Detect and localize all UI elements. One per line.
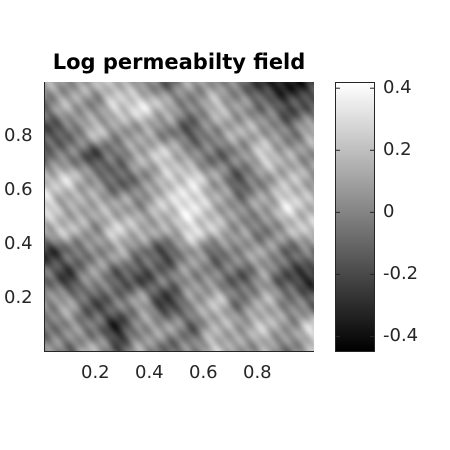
chart-title: Log permeabilty field [52,50,306,74]
colorbar-tick-label: 0.2 [383,139,412,161]
y-tick-label: 0.6 [4,179,33,200]
x-tick-label: 0.4 [135,362,164,383]
heatmap-plot-area [44,82,314,352]
y-tick-label: 0.4 [4,233,33,254]
colorbar-tick-label: -0.4 [383,325,419,347]
heatmap-image [44,82,314,352]
x-tick-label: 0.8 [243,362,272,383]
colorbar-tick-label: -0.2 [383,263,419,285]
x-tick-label: 0.2 [81,362,110,383]
y-tick-label: 0.8 [4,125,33,146]
colorbar-tick-label: 0.4 [383,77,412,99]
y-tick-label: 0.2 [4,287,33,308]
colorbar [335,82,375,352]
x-tick-label: 0.6 [189,362,218,383]
colorbar-tick-label: 0 [383,201,395,223]
